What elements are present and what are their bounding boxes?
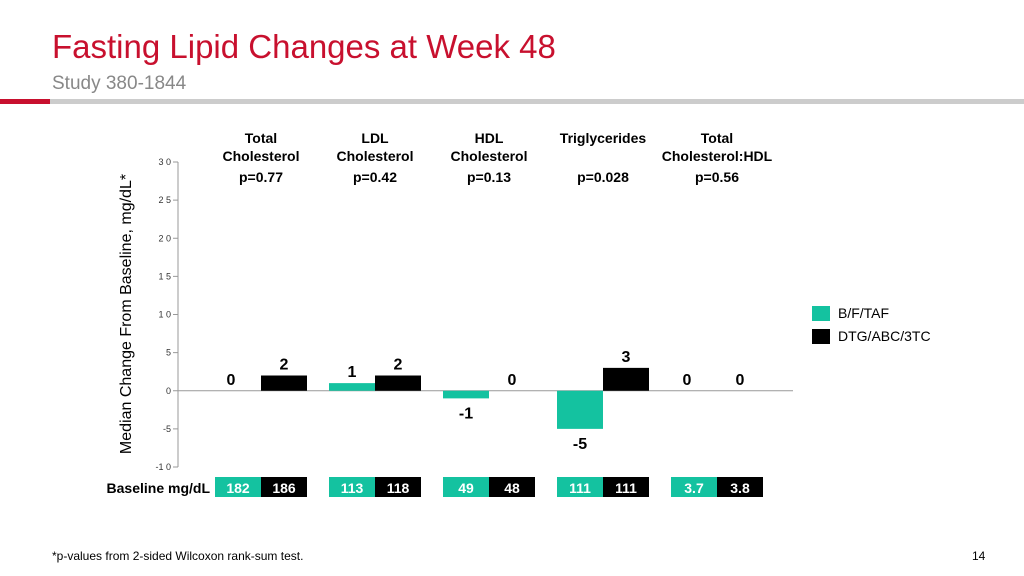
y-tick-label: 1 5 (158, 271, 171, 281)
baseline-row-label: Baseline mg/dL (107, 480, 211, 496)
y-tick-label: -1 0 (155, 462, 171, 472)
page-number: 14 (972, 549, 986, 563)
baseline-value: 3.8 (730, 480, 750, 496)
baseline-cell (557, 477, 603, 497)
data-label: -5 (573, 436, 587, 453)
y-tick-label: 0 (166, 386, 171, 396)
p-value-label: p=0.56 (695, 169, 739, 185)
baseline-cell (603, 477, 649, 497)
data-label: 0 (736, 372, 745, 389)
data-label: 0 (227, 372, 236, 389)
legend-label: B/F/TAF (838, 305, 889, 321)
category-label: Total (701, 130, 733, 146)
p-value-label: p=0.028 (577, 169, 629, 185)
baseline-cell (671, 477, 717, 497)
data-label: 0 (508, 372, 517, 389)
baseline-value: 113 (341, 480, 364, 496)
bar-dtg (261, 375, 307, 391)
category-label: Triglycerides (560, 130, 647, 146)
p-value-label: p=0.13 (467, 169, 511, 185)
y-tick-label: 3 0 (158, 157, 171, 167)
slide-subtitle: Study 380-1844 (52, 73, 187, 94)
y-tick-label: 5 (166, 348, 171, 358)
category-label: Cholesterol (222, 148, 299, 164)
data-label: 0 (683, 372, 692, 389)
y-tick-label: 2 0 (158, 233, 171, 243)
baseline-cell (443, 477, 489, 497)
slide-title: Fasting Lipid Changes at Week 48 (52, 28, 556, 65)
category-label: Total (245, 130, 277, 146)
baseline-value: 186 (272, 480, 296, 496)
legend-swatch (812, 329, 830, 344)
baseline-value: 48 (504, 480, 520, 496)
baseline-cell (215, 477, 261, 497)
data-label: 2 (280, 357, 289, 374)
legend-label: DTG/ABC/3TC (838, 328, 931, 344)
legend-swatch (812, 306, 830, 321)
baseline-cell (717, 477, 763, 497)
category-label: Cholesterol (336, 148, 413, 164)
footnote: *p-values from 2-sided Wilcoxon rank-sum… (52, 549, 304, 563)
category-label: HDL (475, 130, 504, 146)
category-label: LDL (361, 130, 389, 146)
baseline-cell (261, 477, 307, 497)
data-label: 2 (394, 357, 403, 374)
y-axis-label: Median Change From Baseline, mg/dL* (118, 174, 135, 454)
data-label: -1 (459, 405, 473, 422)
baseline-cell (329, 477, 375, 497)
y-tick-label: 1 0 (158, 310, 171, 320)
p-value-label: p=0.77 (239, 169, 283, 185)
baseline-cell (489, 477, 535, 497)
p-value-label: p=0.42 (353, 169, 397, 185)
baseline-value: 118 (387, 480, 410, 496)
bar-bftaf (443, 390, 489, 399)
baseline-value: 3.7 (684, 480, 704, 496)
category-label: Cholesterol:HDL (662, 148, 773, 164)
bar-bftaf (329, 383, 375, 391)
category-label: Cholesterol (450, 148, 527, 164)
title-rule-accent (0, 99, 50, 104)
data-label: 3 (622, 349, 631, 366)
baseline-value: 182 (226, 480, 250, 496)
y-tick-label: -5 (163, 424, 171, 434)
baseline-cell (375, 477, 421, 497)
bar-dtg (375, 375, 421, 391)
baseline-value: 111 (615, 480, 637, 496)
title-rule (50, 99, 1024, 104)
y-tick-label: 2 5 (158, 195, 171, 205)
data-label: 1 (348, 364, 357, 381)
baseline-value: 111 (569, 480, 591, 496)
bar-dtg (603, 367, 649, 391)
bar-bftaf (557, 390, 603, 429)
baseline-value: 49 (458, 480, 474, 496)
